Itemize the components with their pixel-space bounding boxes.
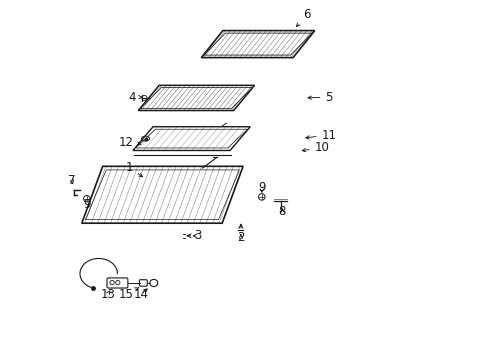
Text: 10: 10 [302, 141, 328, 154]
Text: 4: 4 [128, 91, 142, 104]
Text: 7: 7 [68, 174, 76, 187]
Text: 8: 8 [278, 205, 285, 218]
Text: 9: 9 [83, 198, 90, 211]
Text: 6: 6 [296, 8, 309, 27]
Text: 2: 2 [237, 231, 244, 244]
Text: 9: 9 [258, 181, 265, 194]
Text: 15: 15 [118, 288, 138, 301]
Text: 1: 1 [125, 161, 142, 177]
Text: 12: 12 [119, 136, 141, 149]
Text: 3: 3 [193, 229, 201, 242]
Text: 14: 14 [133, 288, 148, 301]
Text: 13: 13 [100, 288, 115, 301]
Text: 11: 11 [305, 129, 336, 141]
Text: 5: 5 [307, 91, 332, 104]
